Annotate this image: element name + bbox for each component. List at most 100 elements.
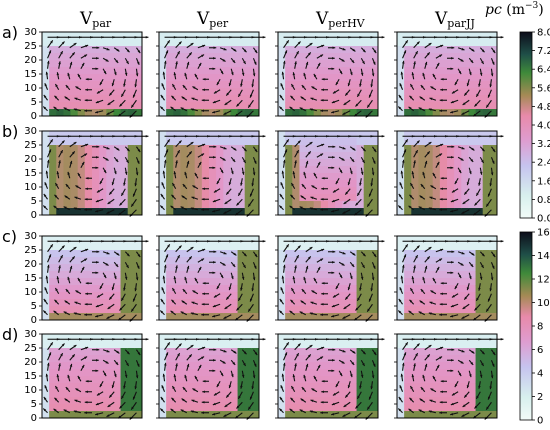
heat-cell [70, 306, 79, 314]
heat-cell [194, 187, 203, 195]
heat-cell [84, 60, 93, 68]
heat-cell [320, 250, 329, 258]
heat-cell [342, 166, 350, 174]
heat-cell [194, 362, 203, 370]
heat-cell [70, 257, 79, 265]
heat-cell [77, 145, 86, 153]
y-tick-label: 10 [24, 287, 37, 298]
heat-cell [230, 39, 239, 47]
heat-cell [363, 334, 372, 342]
arrow-head [317, 161, 321, 165]
heat-cell [425, 194, 434, 202]
arrow-head [223, 349, 227, 353]
arrow-head [450, 209, 454, 213]
heat-cell [278, 138, 286, 146]
heat-cell [397, 187, 405, 195]
heat-cell [356, 173, 365, 181]
heat-cell [313, 60, 322, 68]
arrow-head [422, 134, 426, 138]
heat-cell [397, 348, 405, 356]
heat-cell [306, 39, 315, 47]
arrow-head [339, 275, 343, 279]
heat-cell [251, 250, 260, 258]
heat-cell [313, 257, 322, 265]
heat-cell [223, 53, 231, 61]
heat-cell [425, 201, 434, 209]
heat-cell [335, 362, 343, 370]
heat-cell [475, 138, 484, 146]
heat-cell [447, 32, 455, 40]
heat-cell [216, 53, 224, 61]
heat-cell [223, 187, 231, 195]
heat-cell [335, 334, 343, 342]
heat-cell [320, 383, 329, 391]
heat-cell [489, 74, 498, 82]
heat-cell [397, 369, 405, 377]
heat-cell [49, 341, 57, 349]
heat-cell [166, 278, 174, 286]
heat-cell [113, 243, 122, 251]
heat-cell [278, 278, 286, 286]
heat-cell [77, 39, 86, 47]
heat-cell [313, 404, 322, 412]
heat-cell [299, 292, 308, 300]
heat-cell [77, 187, 86, 195]
heat-cell [244, 390, 253, 398]
arrow-head [160, 106, 164, 110]
arrow-head [251, 337, 255, 341]
arrow-head [233, 48, 237, 52]
heat-cell [173, 201, 181, 209]
heat-cell [313, 397, 322, 405]
heat-cell [397, 341, 405, 349]
heat-cell [418, 411, 427, 419]
arrow-head [188, 354, 192, 358]
arrow-head [106, 349, 110, 353]
arrow-head [180, 206, 184, 210]
heat-cell [63, 173, 72, 181]
heat-cell [84, 152, 93, 160]
y-tick-label: 30 [24, 27, 37, 38]
heat-cell [356, 243, 365, 251]
heat-cell [439, 102, 448, 110]
heat-cell [425, 334, 434, 342]
arrow-head [460, 157, 464, 161]
heat-cell [411, 369, 419, 377]
heat-cell [397, 313, 405, 321]
heat-cell [335, 32, 343, 40]
arrow-head [192, 185, 196, 189]
heat-cell [425, 383, 434, 391]
arrow-head [213, 90, 217, 94]
heat-cell [134, 250, 143, 258]
arrow-head [212, 67, 216, 71]
arrow-head [345, 191, 349, 195]
arrow-head [286, 139, 289, 143]
heat-cell [201, 285, 210, 293]
heat-cell [313, 159, 322, 167]
heat-cell [489, 299, 498, 307]
heat-cell [342, 292, 350, 300]
arrow-head [45, 373, 49, 377]
heat-cell [335, 313, 343, 321]
heat-cell [187, 138, 196, 146]
heat-cell [49, 285, 57, 293]
heat-cell [468, 397, 477, 405]
heat-cell [216, 390, 224, 398]
arrow-head [201, 400, 205, 404]
arrow-head [434, 239, 437, 243]
heat-cell [285, 257, 293, 265]
heat-cell [461, 201, 469, 209]
heat-cell [461, 250, 469, 258]
heat-cell [166, 187, 174, 195]
heat-cell [328, 173, 336, 181]
arrow-head [299, 409, 303, 413]
heat-cell [363, 95, 372, 103]
heat-cell [482, 187, 491, 195]
arrow-head [67, 171, 70, 175]
heat-cell [216, 74, 224, 82]
heat-cell [468, 299, 477, 307]
heat-cell [411, 187, 419, 195]
arrow-head [136, 61, 140, 65]
heat-cell [468, 236, 477, 244]
heat-cell [194, 264, 203, 272]
heat-cell [187, 88, 196, 96]
